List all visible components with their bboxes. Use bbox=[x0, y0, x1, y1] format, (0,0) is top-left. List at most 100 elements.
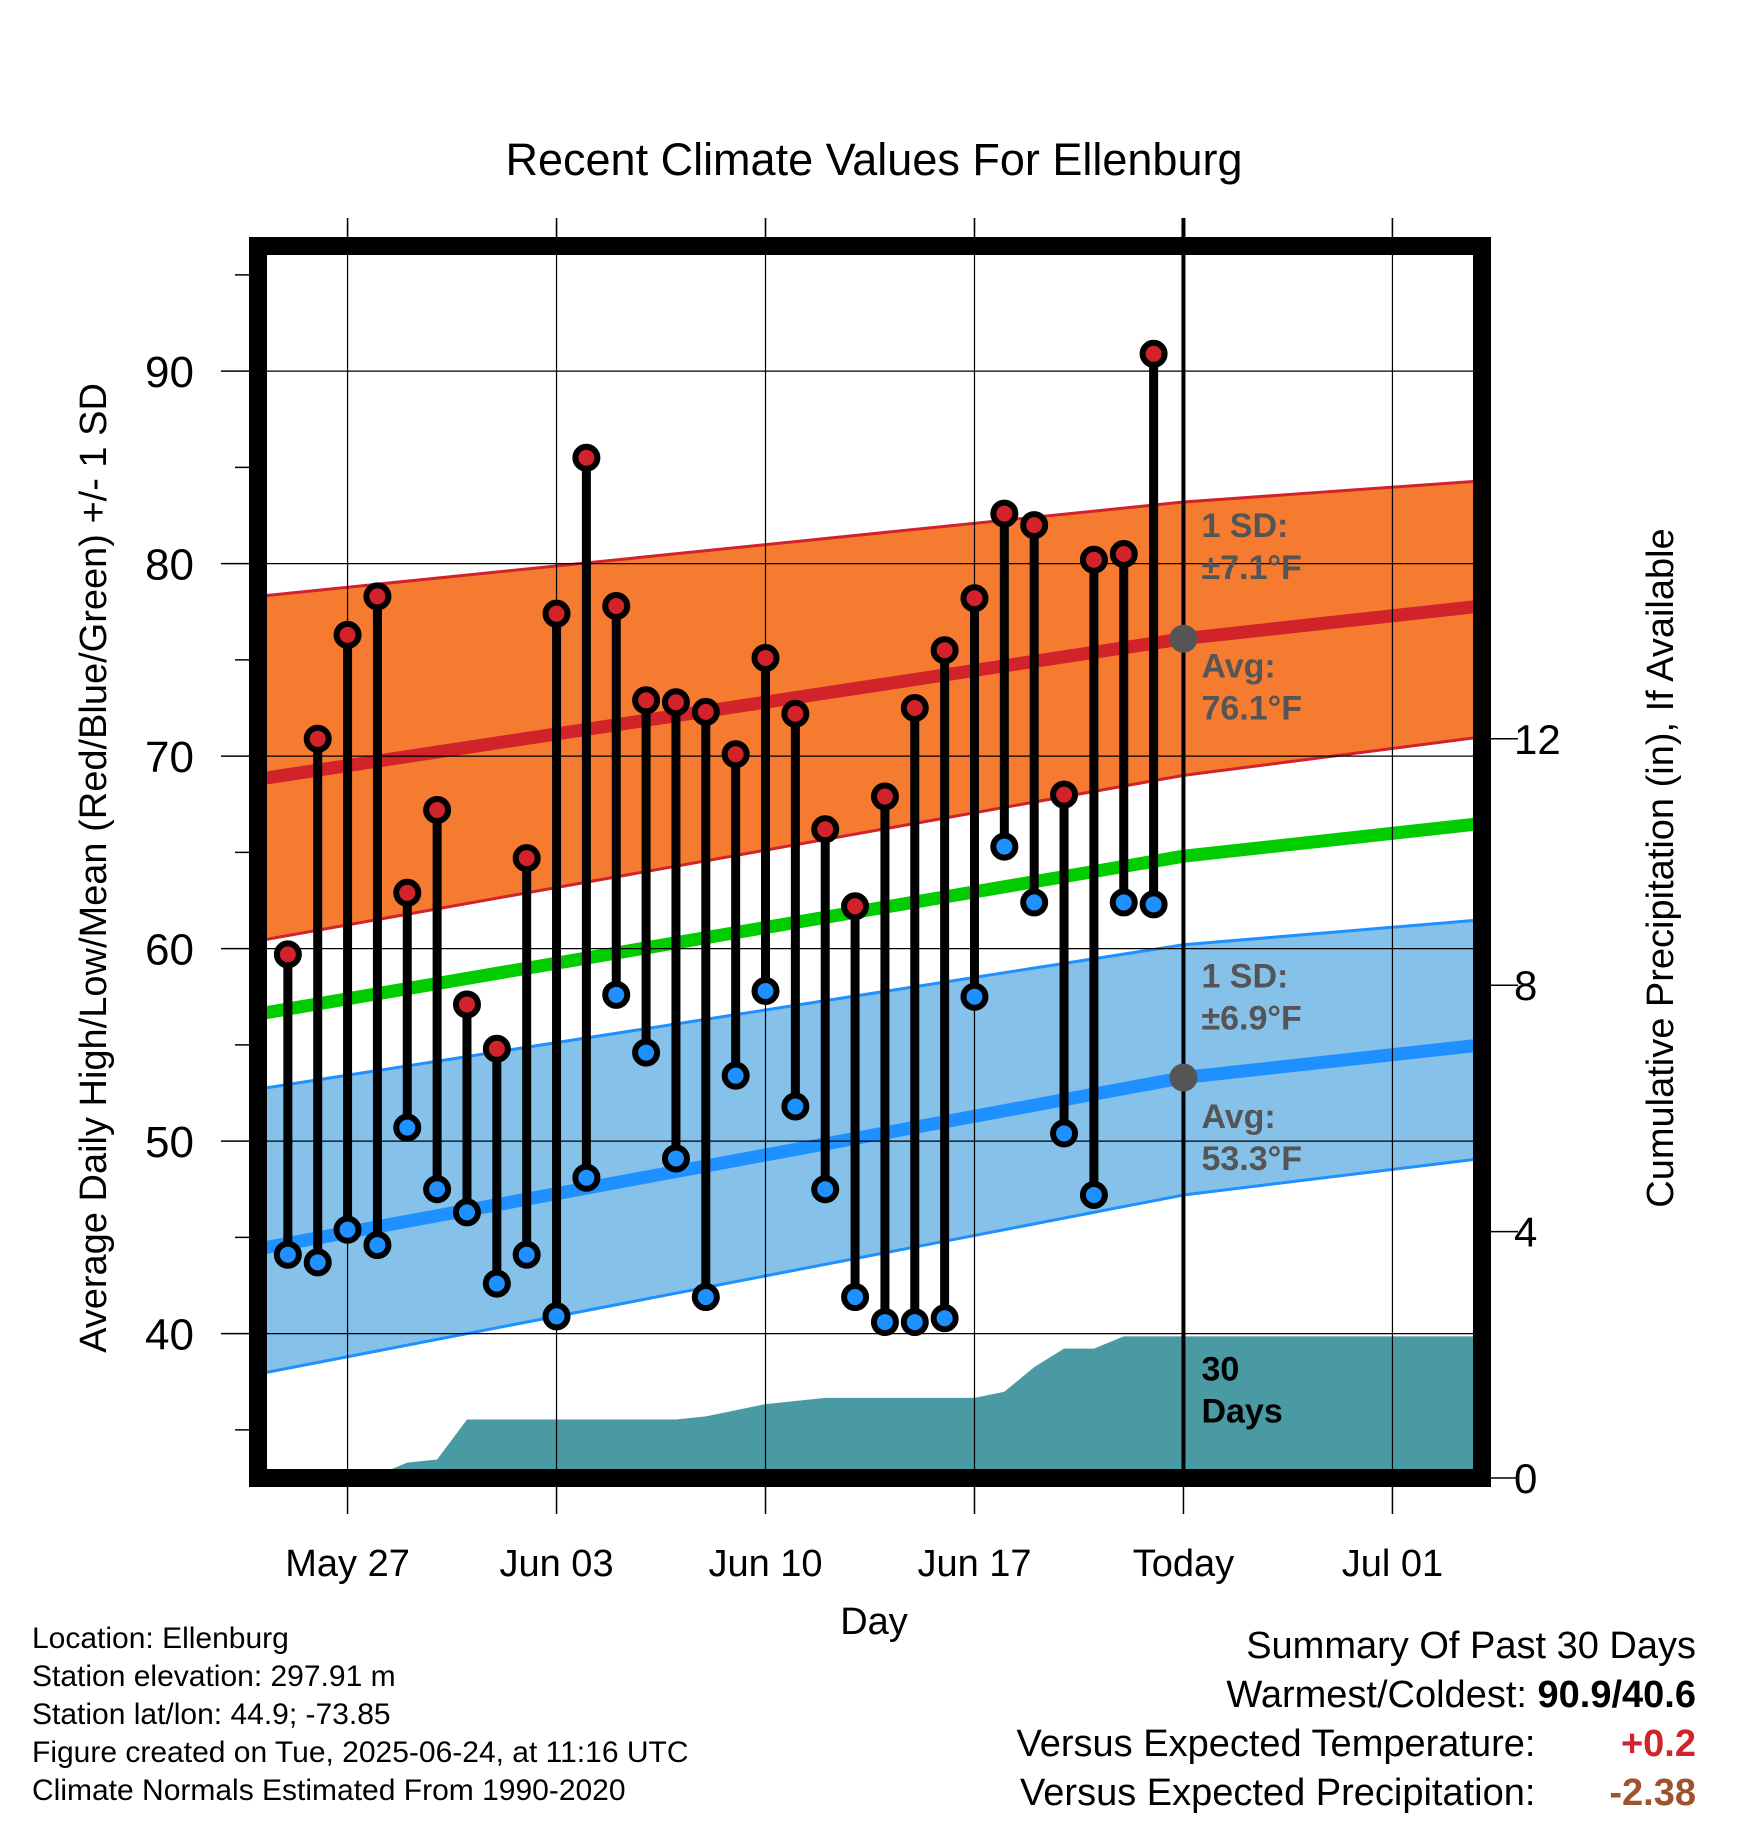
y2-tick-label: 8 bbox=[1514, 962, 1537, 1009]
daily-low-marker bbox=[990, 832, 1019, 861]
chart-title: Recent Climate Values For Ellenburg bbox=[505, 134, 1242, 185]
summary-temp-row: Versus Expected Temperature: +0.2 bbox=[1017, 1720, 1696, 1769]
daily-low-marker bbox=[661, 1144, 690, 1173]
daily-low-marker bbox=[482, 1269, 511, 1298]
daily-low-marker bbox=[1050, 1119, 1079, 1148]
temp-anomaly-value: +0.2 bbox=[1620, 1723, 1696, 1765]
low-sd-annotation-line1: 1 SD: bbox=[1201, 958, 1288, 996]
daily-low-marker bbox=[1109, 888, 1138, 917]
daily-low-marker bbox=[751, 976, 780, 1005]
daily-low-marker bbox=[691, 1283, 720, 1312]
low-avg-annotation-line2: 53.3°F bbox=[1201, 1140, 1302, 1178]
latlon-text: Station lat/lon: 44.9; -73.85 bbox=[32, 1698, 391, 1731]
daily-high-marker bbox=[721, 740, 750, 769]
high-sd-band bbox=[258, 480, 1482, 941]
low-sd-band bbox=[258, 919, 1482, 1375]
normals-group bbox=[258, 479, 1482, 1478]
warm-cold-label: Warmest/Coldest: bbox=[1226, 1674, 1527, 1716]
daily-low-marker bbox=[870, 1308, 899, 1337]
daily-high-marker bbox=[691, 697, 720, 726]
daily-high-marker bbox=[841, 892, 870, 921]
daily-high-marker bbox=[1050, 780, 1079, 809]
high-sd-annotation-line2: ±7.1°F bbox=[1201, 549, 1301, 587]
y2-tick-label: 0 bbox=[1514, 1455, 1537, 1502]
daily-high-marker bbox=[1020, 511, 1049, 540]
daily-low-marker bbox=[303, 1248, 332, 1277]
daily-low-marker bbox=[781, 1092, 810, 1121]
daily-high-marker bbox=[512, 844, 541, 873]
daily-low-marker bbox=[512, 1240, 541, 1269]
low-sd-annotation-line2: ±6.9°F bbox=[1201, 1000, 1301, 1038]
x-tick-label: Jun 03 bbox=[499, 1543, 613, 1585]
y-tick-label: 80 bbox=[145, 541, 194, 590]
today-low-avg-dot bbox=[1169, 1063, 1198, 1092]
daily-high-marker bbox=[602, 591, 631, 620]
y-tick-label: 90 bbox=[145, 348, 194, 397]
daily-high-marker bbox=[990, 499, 1019, 528]
x-axis-label: Day bbox=[840, 1601, 908, 1643]
daily-high-marker bbox=[1079, 545, 1108, 574]
daily-high-marker bbox=[423, 796, 452, 825]
precip-anomaly-value: -2.38 bbox=[1609, 1772, 1696, 1814]
days-annotation-line1: 30 bbox=[1201, 1350, 1239, 1388]
y2-tick-label: 4 bbox=[1514, 1209, 1537, 1256]
plot-area: 1 SD: ±7.1°F Avg: 76.1°F 1 SD: ±6.9°F Avg: 53.3… bbox=[145, 218, 1561, 1585]
precip-anomaly-label: Versus Expected Precipitation: bbox=[1020, 1772, 1536, 1814]
daily-high-marker bbox=[751, 643, 780, 672]
high-avg-annotation-line2: 76.1°F bbox=[1201, 690, 1302, 728]
x-tick-label: Jul 01 bbox=[1342, 1543, 1443, 1585]
daily-low-marker bbox=[542, 1302, 571, 1331]
daily-high-marker bbox=[900, 694, 929, 722]
daily-high-marker bbox=[572, 443, 601, 472]
today-high-avg-dot bbox=[1169, 624, 1198, 653]
daily-low-marker bbox=[602, 980, 631, 1009]
daily-high-marker bbox=[393, 878, 422, 907]
daily-low-marker bbox=[721, 1061, 750, 1090]
daily-low-marker bbox=[333, 1215, 362, 1244]
y-axis-label: Average Daily High/Low/Mean (Red/Blue/Gr… bbox=[73, 383, 115, 1353]
daily-low-marker bbox=[1020, 888, 1049, 917]
precipitation-area bbox=[258, 1336, 1482, 1478]
y2-axis-label: Cumulative Precipitation (in), If Availa… bbox=[1640, 528, 1682, 1207]
y-tick-label: 70 bbox=[145, 733, 194, 782]
daily-low-marker bbox=[960, 982, 989, 1011]
daily-high-marker bbox=[960, 584, 989, 613]
daily-high-marker bbox=[1139, 339, 1168, 368]
daily-high-marker bbox=[870, 782, 899, 811]
daily-high-marker bbox=[273, 940, 302, 969]
daily-low-marker bbox=[273, 1240, 302, 1269]
y-tick-label: 50 bbox=[145, 1118, 194, 1167]
x-tick-label: Today bbox=[1133, 1543, 1234, 1585]
summary-title: Summary Of Past 30 Days bbox=[1246, 1625, 1696, 1667]
summary-precip-row: Versus Expected Precipitation: -2.38 bbox=[1017, 1769, 1696, 1818]
daily-high-marker bbox=[363, 582, 392, 611]
y-tick-label: 60 bbox=[145, 926, 194, 975]
daily-high-marker bbox=[542, 599, 571, 628]
daily-low-marker bbox=[363, 1231, 392, 1260]
daily-high-marker bbox=[333, 620, 362, 649]
x-tick-label: Jun 10 bbox=[708, 1543, 822, 1585]
daily-observations bbox=[273, 339, 1168, 1337]
daily-high-marker bbox=[661, 688, 690, 717]
daily-low-marker bbox=[841, 1283, 870, 1312]
gridlines bbox=[258, 218, 1482, 1478]
daily-high-marker bbox=[811, 815, 840, 844]
daily-low-marker bbox=[632, 1038, 661, 1067]
station-info: Location: Ellenburg Station elevation: 2… bbox=[32, 1620, 689, 1810]
daily-high-marker bbox=[303, 724, 332, 753]
x-tick-label: Jun 17 bbox=[917, 1543, 1031, 1585]
daily-low-marker bbox=[393, 1113, 422, 1142]
high-avg-annotation-line1: Avg: bbox=[1201, 648, 1275, 686]
x-tick-label: May 27 bbox=[285, 1543, 410, 1585]
warm-cold-value: 90.9/40.6 bbox=[1537, 1674, 1696, 1716]
daily-low-marker bbox=[572, 1163, 601, 1192]
low-avg-annotation-line1: Avg: bbox=[1201, 1098, 1275, 1136]
daily-low-marker bbox=[811, 1175, 840, 1204]
high-sd-annotation-line1: 1 SD: bbox=[1201, 507, 1288, 545]
daily-low-marker bbox=[452, 1198, 481, 1227]
y-tick-label: 40 bbox=[145, 1311, 194, 1360]
daily-high-marker bbox=[452, 990, 481, 1019]
daily-high-marker bbox=[482, 1034, 511, 1063]
daily-low-marker bbox=[930, 1304, 959, 1333]
